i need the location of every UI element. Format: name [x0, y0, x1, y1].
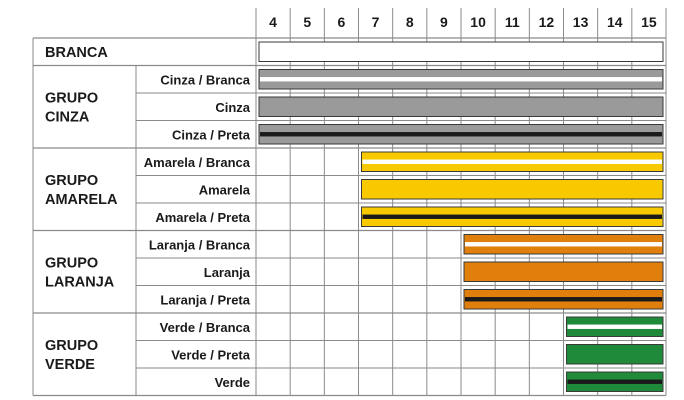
belt-label: Verde	[215, 375, 250, 390]
age-label: 7	[372, 14, 380, 30]
group-label: GRUPO	[45, 90, 98, 106]
group-label: VERDE	[45, 357, 95, 373]
belt-stripe	[362, 214, 662, 219]
group-label: GRUPO	[45, 173, 98, 189]
belt-row: Amarela / Branca	[135, 148, 667, 176]
age-label: 11	[505, 14, 520, 30]
belt-bar	[258, 41, 664, 62]
belt-label: Laranja / Preta	[160, 292, 250, 307]
belt-label: Amarela	[199, 182, 251, 197]
belt-group: BRANCA	[32, 37, 667, 66]
age-label: 5	[303, 14, 311, 30]
group-label: LARANJA	[45, 274, 115, 290]
belt-label: Amarela / Branca	[144, 155, 251, 170]
belt-row: Amarela / Preta	[135, 202, 667, 231]
belt-group: GRUPO LARANJA Laranja / Branca Laranja Laran…	[32, 229, 667, 313]
belt-stripe	[362, 159, 662, 164]
belt-bar	[361, 179, 664, 200]
belt-stripe	[465, 297, 662, 302]
age-label: 6	[338, 14, 346, 30]
belt-row: Verde	[135, 367, 667, 396]
belt-group: GRUPO CINZA Cinza / Branca Cinza Cinza / Pre…	[32, 64, 667, 148]
belt-row: Cinza	[135, 92, 667, 121]
belt-stripe	[567, 324, 662, 329]
belt-group: GRUPO AMARELA Amarela / Branca Amarela Amare…	[32, 147, 667, 231]
belt-row: Cinza / Branca	[135, 65, 667, 93]
belt-row: Verde / Branca	[135, 313, 667, 341]
age-label: 13	[573, 14, 589, 30]
belt-row: Cinza / Preta	[135, 120, 667, 148]
belt-label: Verde / Branca	[160, 320, 251, 335]
belt-bar	[463, 261, 664, 282]
group-label: CINZA	[45, 109, 90, 125]
belt-group: GRUPO VERDE Verde / Branca Verde / Preta Ver…	[32, 312, 667, 396]
belt-bar	[566, 344, 664, 365]
age-label: 12	[539, 14, 555, 30]
group-label: GRUPO	[45, 338, 98, 354]
belt-row	[255, 38, 667, 66]
age-header: 4 5 6 7 8 9 10 11 12 13 14 15	[269, 14, 657, 30]
belt-stripe	[260, 132, 662, 137]
belt-table: BRANCA GRUPO CINZA Cinza / Branca Cinza Cinza…	[32, 8, 667, 397]
belt-row: Laranja / Branca	[135, 230, 667, 258]
age-label: 4	[269, 14, 277, 30]
age-label: 8	[406, 14, 414, 30]
group-label: AMARELA	[45, 192, 118, 208]
belt-label: Cinza / Preta	[172, 127, 251, 142]
belt-row: Laranja / Preta	[135, 285, 667, 313]
belt-row: Amarela	[135, 175, 667, 203]
belt-label: Laranja	[204, 265, 251, 280]
belt-label: Cinza / Branca	[160, 72, 250, 87]
belt-label: Laranja / Branca	[149, 237, 251, 252]
belt-stripe	[567, 379, 662, 384]
belt-stripe	[465, 242, 662, 247]
group-label: GRUPO	[45, 255, 98, 271]
group-label: BRANCA	[45, 45, 108, 61]
belt-label: Amarela / Preta	[155, 210, 250, 225]
belt-label: Verde / Preta	[171, 347, 251, 362]
age-label: 9	[440, 14, 448, 30]
age-label: 10	[470, 14, 486, 30]
belt-row: Laranja	[135, 257, 667, 286]
belt-bar	[258, 96, 664, 117]
age-label: 14	[607, 14, 623, 30]
belt-stripe	[260, 77, 662, 82]
belt-label: Cinza	[215, 100, 250, 115]
age-label: 15	[641, 14, 657, 30]
belt-row: Verde / Preta	[135, 340, 667, 368]
